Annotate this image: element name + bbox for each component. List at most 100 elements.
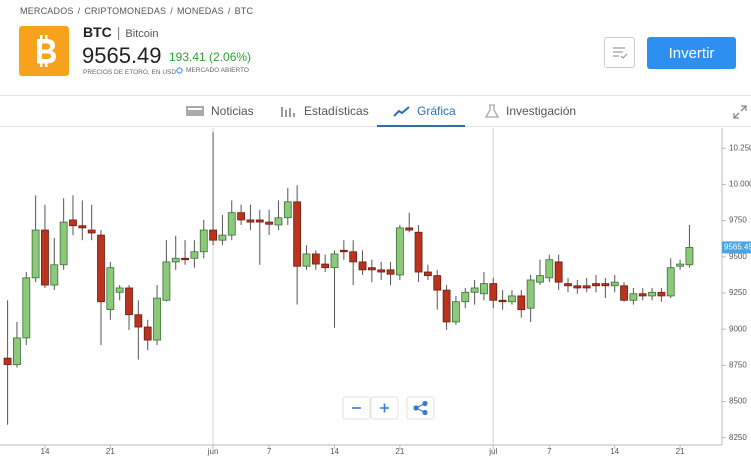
- candle-body: [302, 253, 311, 267]
- candle-body: [573, 285, 582, 289]
- price-change: 193.41 (2.06%): [169, 50, 252, 64]
- tab-label[interactable]: Gráfica: [417, 104, 456, 118]
- tab[interactable]: Gráfica: [393, 104, 456, 118]
- y-tick-label: 10.000: [729, 180, 751, 189]
- candle-body: [470, 287, 479, 293]
- candle-body: [545, 259, 554, 279]
- candle-body: [367, 267, 376, 271]
- x-tick-label: 21: [676, 447, 685, 456]
- candle-body: [69, 219, 77, 227]
- candle-body: [554, 261, 563, 283]
- candle-body: [638, 293, 647, 297]
- candle-body: [3, 357, 12, 366]
- price: 9565.49: [82, 43, 162, 68]
- y-tick-label: 10.250: [729, 143, 751, 152]
- watchlist-button[interactable]: [604, 37, 635, 68]
- y-tick-label: 9000: [729, 324, 747, 333]
- candle-body: [592, 283, 600, 287]
- candle-body: [330, 253, 339, 269]
- candle-body: [162, 261, 171, 301]
- x-tick-label: 14: [610, 447, 619, 456]
- breadcrumb-item[interactable]: MERCADOS: [20, 6, 74, 16]
- candle-body: [181, 257, 189, 261]
- symbol-line: BTC | Bitcoin: [83, 24, 159, 40]
- candle-body: [106, 267, 115, 311]
- x-tick-label: 14: [330, 447, 339, 456]
- candle-body: [433, 275, 442, 291]
- candle-body: [265, 221, 274, 225]
- candle-body: [199, 229, 208, 253]
- zoom-controls: [342, 396, 435, 420]
- candle-body: [648, 291, 656, 297]
- tab[interactable]: Estadísticas: [280, 104, 369, 118]
- axes: 8250 8500 8750 9000 9250 9500 9750 10.000 10.250…: [0, 128, 751, 456]
- y-tick-label: 8250: [729, 433, 747, 442]
- candle-body: [666, 267, 675, 297]
- market-status: MERCADO ABIERTO: [176, 67, 249, 74]
- source-note: PRECIOS DE ETORO, EN USD: [83, 69, 177, 76]
- x-tick-label: 7: [267, 447, 272, 456]
- candle-body: [283, 201, 292, 219]
- symbol: BTC: [83, 24, 112, 40]
- candle-body: [115, 287, 124, 293]
- y-tick-label: 8500: [729, 397, 747, 406]
- invest-button[interactable]: Invertir: [647, 37, 736, 69]
- candle-body: [227, 212, 236, 236]
- breadcrumb-item[interactable]: CRIPTOMONEDAS: [84, 6, 167, 16]
- candle-body: [41, 229, 49, 286]
- candle-body: [50, 264, 59, 286]
- candle-body: [237, 212, 246, 221]
- candles: [3, 132, 694, 425]
- price-tag-label: 9565.45: [724, 243, 751, 252]
- tab-label[interactable]: Estadísticas: [304, 104, 369, 118]
- candle-body: [601, 283, 610, 287]
- asset-name: Bitcoin: [125, 28, 159, 40]
- candle-body: [582, 285, 591, 289]
- candle-body: [414, 231, 423, 273]
- candle-body: [536, 275, 544, 283]
- price-tag: 9565.45: [722, 241, 751, 254]
- candle-body: [564, 283, 572, 287]
- candle-body: [480, 283, 488, 295]
- candle-body: [339, 249, 348, 253]
- candle-body: [405, 227, 414, 231]
- candle-body: [517, 295, 526, 311]
- candle-body: [321, 263, 330, 269]
- market-status-text: MERCADO ABIERTO: [186, 67, 249, 74]
- candle-body: [31, 229, 40, 279]
- candle-body: [508, 295, 516, 303]
- tab-bar: Noticias Estadísticas Gráfica Investigac…: [0, 95, 751, 127]
- candle-body: [395, 227, 404, 276]
- y-tick-label: 9250: [729, 288, 747, 297]
- x-tick-label: 7: [547, 447, 552, 456]
- y-tick-label: 9500: [729, 252, 747, 261]
- candle-body: [610, 281, 619, 287]
- x-tick-label: 14: [41, 447, 50, 456]
- candle-body: [87, 229, 96, 234]
- tab-label[interactable]: Investigación: [506, 104, 577, 118]
- candle-body: [423, 271, 432, 277]
- tab[interactable]: Investigación: [484, 104, 576, 118]
- candle-body: [59, 221, 68, 266]
- candle-body: [209, 229, 217, 241]
- fullscreen-button[interactable]: [733, 105, 747, 119]
- zoom-in-icon: [380, 403, 389, 413]
- share-button[interactable]: [406, 396, 435, 420]
- candle-body: [22, 277, 31, 339]
- active-tab-underline: [377, 125, 465, 127]
- breadcrumb-item[interactable]: MONEDAS: [176, 6, 224, 16]
- price-tag-box: [722, 241, 751, 254]
- candle-body: [685, 247, 694, 266]
- coin-logo: [19, 26, 69, 76]
- candle-body: [153, 297, 161, 341]
- candle-body: [143, 326, 152, 341]
- candle-body: [526, 279, 535, 309]
- candle-body: [657, 291, 666, 297]
- share-icon: [413, 400, 428, 416]
- tab-label[interactable]: Noticias: [211, 104, 254, 118]
- candle-body: [442, 289, 451, 323]
- tab[interactable]: Noticias: [185, 104, 254, 118]
- breadcrumb: MERCADOS / CRIPTOMONEDAS / MONEDAS / BTC: [20, 6, 254, 16]
